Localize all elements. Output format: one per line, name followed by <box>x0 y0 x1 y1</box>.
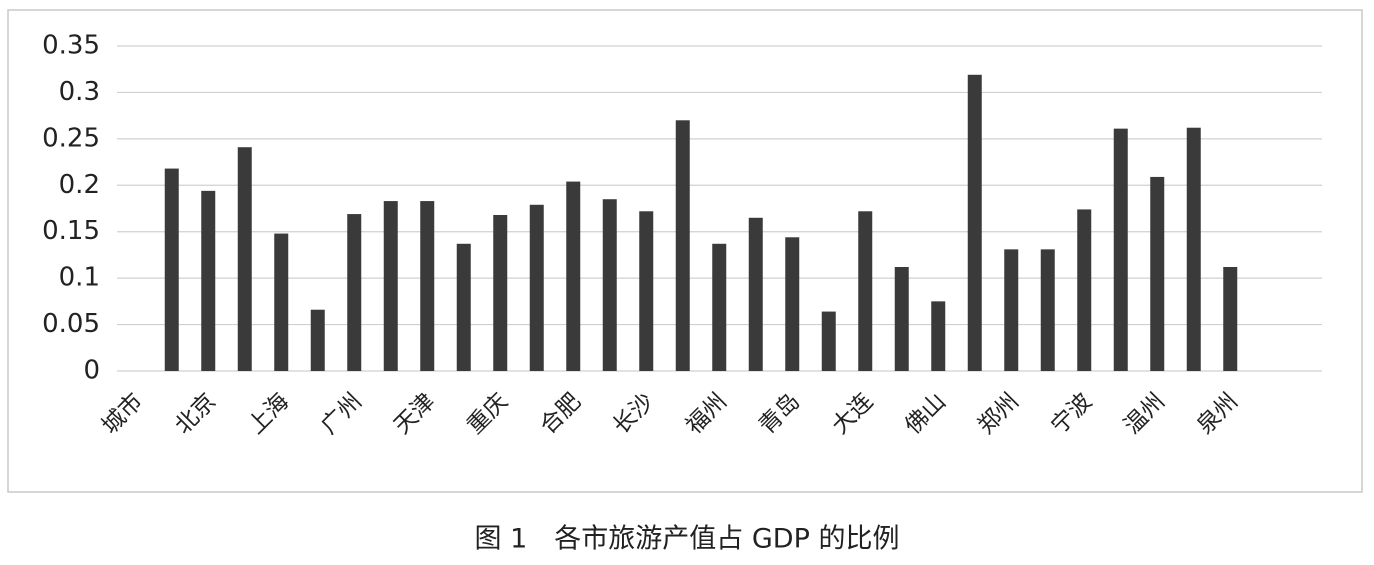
bar <box>383 201 398 371</box>
bar <box>967 74 982 372</box>
bar <box>894 267 909 371</box>
y-tick-label: 0 <box>83 356 100 386</box>
x-tick-label: 合肥 <box>535 388 586 439</box>
x-tick-label: 天津 <box>389 388 440 439</box>
x-tick-label: 郑州 <box>973 388 1024 439</box>
bar <box>201 190 216 371</box>
x-tick-label: 上海 <box>243 388 294 439</box>
bar <box>858 211 873 371</box>
bar <box>1150 176 1165 371</box>
bar <box>639 211 654 371</box>
y-tick-label: 0.35 <box>42 31 100 61</box>
x-tick-label: 温州 <box>1119 388 1170 439</box>
x-tick-label: 城市 <box>97 388 148 439</box>
bar <box>931 301 946 371</box>
y-tick-label: 0.05 <box>42 309 100 339</box>
x-tick-label: 北京 <box>170 388 221 439</box>
bar <box>1223 267 1238 371</box>
bar <box>310 309 325 371</box>
bar <box>1040 249 1055 371</box>
bar <box>237 147 252 371</box>
bar <box>420 201 435 371</box>
bar <box>456 243 471 371</box>
chart-title: 图 1 各市旅游产值占 GDP 的比例 <box>475 524 900 555</box>
x-tick-label: 泉州 <box>1192 388 1243 439</box>
bar <box>712 243 727 371</box>
bar <box>1004 249 1019 371</box>
bar <box>274 233 289 371</box>
y-tick-label: 0.15 <box>42 216 100 246</box>
y-tick-label: 0.1 <box>59 263 100 293</box>
bar <box>493 215 508 371</box>
bar <box>602 199 617 371</box>
bar <box>748 217 763 371</box>
x-tick-label: 广州 <box>316 388 367 439</box>
x-tick-label: 重庆 <box>462 388 513 439</box>
bar <box>347 214 362 371</box>
chart-frame <box>7 9 1363 493</box>
bar <box>785 237 800 371</box>
bar <box>529 204 544 371</box>
y-tick-label: 0.2 <box>59 170 100 200</box>
x-tick-label: 青岛 <box>754 388 805 439</box>
bar <box>821 311 836 371</box>
x-tick-label: 长沙 <box>608 388 659 439</box>
bar <box>164 168 179 371</box>
bar <box>1077 209 1092 371</box>
x-tick-label: 宁波 <box>1046 388 1097 439</box>
bar <box>566 181 581 371</box>
x-tick-label: 福州 <box>681 388 732 439</box>
bar <box>1113 128 1128 371</box>
y-tick-label: 0.3 <box>59 77 100 107</box>
x-tick-label: 大连 <box>827 388 878 439</box>
y-tick-label: 0.25 <box>42 123 100 153</box>
bar <box>675 120 690 372</box>
bar <box>1186 127 1201 371</box>
x-tick-label: 佛山 <box>900 388 951 439</box>
